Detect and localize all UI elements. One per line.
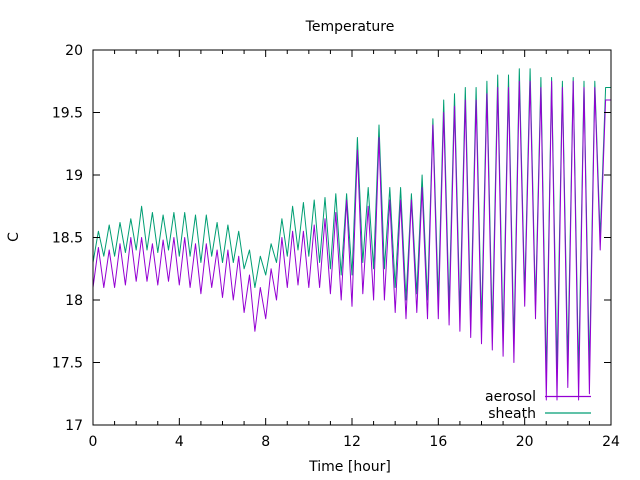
legend: aerosol sheath xyxy=(485,389,591,422)
x-tick-label: 0 xyxy=(89,434,98,450)
y-tick-label: 20 xyxy=(65,43,83,59)
series-layer xyxy=(92,68,611,401)
x-tick-label: 20 xyxy=(516,434,534,450)
y-tick-label: 17 xyxy=(65,418,83,434)
y-tick-label: 19.5 xyxy=(52,106,83,122)
y-tick-label: 17.5 xyxy=(52,356,83,372)
series-line-aerosol xyxy=(92,80,611,401)
chart-title: Temperature xyxy=(305,19,395,35)
x-tick-label: 16 xyxy=(429,434,447,450)
x-tick-label: 4 xyxy=(175,434,184,450)
plot-frame xyxy=(92,49,612,426)
x-axis-label: Time [hour] xyxy=(308,459,391,475)
y-tick-label: 19 xyxy=(65,168,83,184)
x-tick-label: 8 xyxy=(261,434,270,450)
y-tick-label: 18 xyxy=(65,293,83,309)
y-axis-label: C xyxy=(6,232,22,242)
ticks-layer: 0 4 8 12 16 20 24 17 17.5 18 18.5 19 19.5 20 xyxy=(52,43,620,450)
legend-label-sheath: sheath xyxy=(488,406,536,422)
legend-label-aerosol: aerosol xyxy=(485,389,536,405)
y-tick-label: 18.5 xyxy=(52,231,83,247)
x-tick-label: 24 xyxy=(602,434,620,450)
x-tick-label: 12 xyxy=(343,434,361,450)
